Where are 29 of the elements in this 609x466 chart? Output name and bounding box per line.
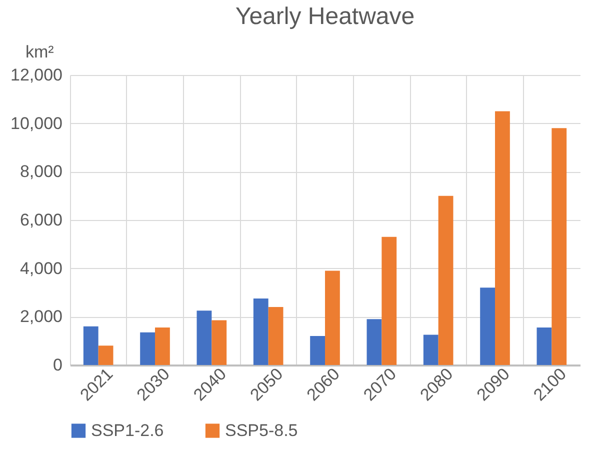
y-tick-label: 4,000 <box>20 258 62 278</box>
bar <box>155 328 170 365</box>
bar <box>98 346 114 365</box>
y-axis-title: km² <box>26 42 54 62</box>
legend-label: SSP1-2.6 <box>91 420 164 440</box>
y-tick-label: 8,000 <box>20 162 62 182</box>
bar <box>253 298 268 365</box>
bar <box>495 111 510 365</box>
bar <box>366 319 382 365</box>
bar <box>196 310 212 365</box>
y-tick-label: 12,000 <box>10 66 62 84</box>
bar <box>382 236 397 365</box>
bar <box>325 270 340 365</box>
bar <box>552 128 567 365</box>
bar <box>212 320 227 365</box>
y-tick-label: 0 <box>53 356 62 374</box>
bar <box>310 336 325 365</box>
chart-title: Yearly Heatwave <box>235 3 415 30</box>
bar <box>480 288 495 365</box>
bar <box>140 332 155 365</box>
y-tick-label: 6,000 <box>20 210 62 230</box>
y-tick-label: 10,000 <box>10 114 62 133</box>
bar <box>268 307 284 365</box>
bar <box>438 196 454 365</box>
bar <box>83 326 98 365</box>
bar <box>536 328 552 365</box>
bar <box>423 334 438 365</box>
legend-label: SSP5-8.5 <box>225 420 298 440</box>
y-tick-label: 2,000 <box>20 307 62 326</box>
